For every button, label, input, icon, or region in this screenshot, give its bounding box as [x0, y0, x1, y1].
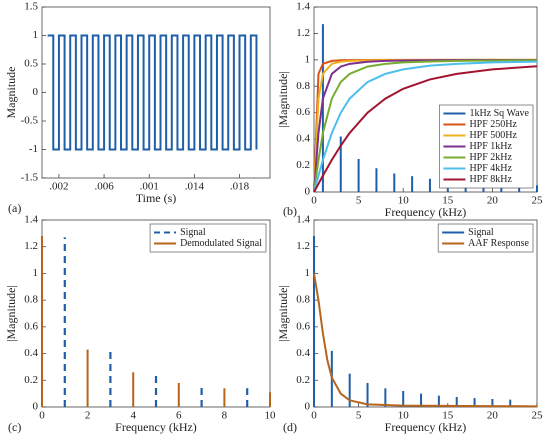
x-tick-label: 15 [442, 410, 454, 422]
x-axis-label: Frequency (kHz) [385, 205, 467, 219]
x-tick-label: 20 [487, 410, 499, 422]
legend-label: HPF 1kHz [469, 141, 512, 152]
panel: 0 2 4 6 8 10 0 0.2 0.4 0.6 0.8 1 1.2 1.4 Frequency (kH… [4, 214, 276, 434]
x-tick-label: .014 [185, 181, 205, 193]
y-tick-label: 0 [305, 401, 311, 413]
legend-label: HPF 8kHz [469, 174, 512, 185]
y-tick-label: -1.5 [21, 172, 39, 184]
y-tick-label: 0.2 [24, 374, 38, 386]
x-tick-label: .001 [140, 181, 159, 193]
series-line [313, 60, 538, 193]
y-tick-label: 1 [305, 267, 311, 279]
panel-label: (a) [8, 201, 21, 215]
x-tick-label: 15 [442, 195, 454, 207]
y-tick-label: 0.2 [296, 374, 310, 386]
y-tick-label: 1.2 [296, 27, 310, 39]
y-tick-label: 0.4 [296, 347, 310, 359]
x-tick-label: 25 [532, 195, 544, 207]
x-tick-label: 10 [265, 410, 277, 422]
x-tick-label: 25 [532, 410, 544, 422]
x-tick-label: 0 [311, 410, 317, 422]
x-tick-label: .018 [230, 181, 250, 193]
x-tick-label: 10 [398, 410, 410, 422]
panel: 0 5 10 15 20 25 0 0.2 0.4 0.6 0.8 1 1.2 1.4 Frequency … [276, 214, 543, 434]
legend-label: 1kHz Sq Wave [469, 108, 529, 119]
legend-label: HPF 2kHz [469, 152, 512, 163]
y-tick-label: 0.6 [296, 320, 310, 332]
x-tick-label: 5 [356, 410, 362, 422]
y-tick-label: 1 [33, 267, 39, 279]
y-tick-label: 0.8 [296, 294, 310, 306]
panel-label: (d) [283, 420, 297, 434]
panel-label: (c) [8, 420, 21, 434]
legend-label: Demodulated Signal [180, 238, 262, 249]
series-line [313, 59, 538, 193]
x-tick-label: 0 [39, 410, 45, 422]
y-tick-label: 0.8 [296, 80, 310, 92]
legend-box [437, 223, 534, 253]
y-tick-label: 1.2 [24, 240, 38, 252]
legend-label: HPF 4kHz [469, 163, 512, 174]
y-tick-label: -0.5 [21, 115, 39, 127]
y-axis-label: |Magnitude| [4, 285, 18, 342]
x-tick-label: 2 [85, 410, 91, 422]
legend-label: AAF Response [468, 238, 529, 249]
y-tick-label: 1.4 [296, 1, 310, 13]
y-tick-label: 1 [305, 53, 311, 65]
y-tick-label: 0.6 [24, 320, 38, 332]
y-tick-label: 1.4 [296, 214, 310, 226]
legend-box [149, 223, 267, 253]
y-tick-label: 1.2 [296, 240, 310, 252]
x-tick-label: 20 [487, 195, 499, 207]
legend-label: HPF 250Hz [469, 119, 517, 130]
x-tick-label: 4 [130, 410, 136, 422]
y-axis-label: |Magnitude| [276, 285, 290, 342]
y-axis-label: Magnitude [4, 67, 18, 119]
y-tick-label: 1.4 [24, 214, 38, 226]
y-tick-label: 0.2 [296, 159, 310, 171]
x-tick-label: 0 [311, 195, 317, 207]
x-tick-label: 6 [176, 410, 182, 422]
y-tick-label: 0 [33, 86, 39, 98]
legend-label: Signal [180, 227, 206, 238]
series-line [313, 65, 538, 193]
y-tick-label: 0.6 [296, 106, 310, 118]
panel: .002 .006 .001 .014 .018 -1.5 -1 -0.5 0 0.5 1 1.5 Ti… [4, 1, 271, 215]
y-tick-label: 0.5 [24, 58, 38, 70]
series-line [47, 34, 258, 151]
series-line [313, 273, 538, 408]
legend-label: HPF 500Hz [469, 130, 517, 141]
x-tick-label: .002 [49, 181, 68, 193]
y-axis-label: |Magnitude| [276, 71, 290, 128]
x-axis-label: Frequency (kHz) [385, 420, 467, 434]
x-tick-label: 5 [356, 195, 362, 207]
panel-label: (b) [283, 204, 297, 218]
y-tick-label: -1 [29, 143, 38, 155]
legend-label: Signal [468, 227, 494, 238]
y-tick-label: 0 [33, 401, 39, 413]
x-axis-label: Time (s) [136, 191, 177, 205]
x-axis-label: Frequency (kHz) [115, 420, 197, 434]
y-tick-label: 0 [305, 186, 311, 198]
y-tick-label: 0.4 [296, 133, 310, 145]
x-tick-label: 10 [398, 195, 410, 207]
panel: 0 5 10 15 20 25 0 0.2 0.4 0.6 0.8 1 1.2 1.4 Frequency … [276, 1, 543, 219]
y-tick-label: 0.4 [24, 347, 38, 359]
x-tick-label: .006 [94, 181, 114, 193]
x-tick-label: 8 [222, 410, 228, 422]
y-tick-label: 1 [33, 29, 39, 41]
y-tick-label: 0.8 [24, 294, 38, 306]
y-tick-label: 1.5 [24, 1, 38, 13]
